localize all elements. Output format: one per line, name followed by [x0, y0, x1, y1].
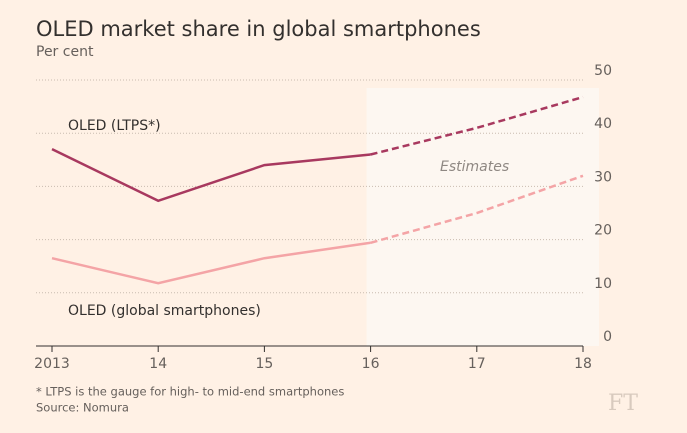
y-tick-label: 40 — [594, 116, 612, 132]
line-estimate — [370, 174, 584, 244]
source: Source: Nomura — [36, 401, 129, 415]
y-tick-label: 0 — [603, 329, 612, 345]
chart-subtitle: Per cent — [36, 44, 94, 60]
chart-title: OLED market share in global smartphones — [36, 17, 481, 41]
x-tick-label: 18 — [574, 356, 592, 372]
x-tick-label: 15 — [255, 356, 273, 372]
x-tick-label: 16 — [362, 356, 380, 372]
line-actual — [51, 241, 371, 285]
series-label: OLED (LTPS*) — [68, 118, 161, 134]
y-tick-label: 10 — [594, 276, 612, 292]
line-estimate — [370, 95, 584, 156]
y-tick-label: 30 — [594, 169, 612, 185]
estimate-region — [366, 88, 599, 346]
x-tick-label: 14 — [149, 356, 167, 372]
series-label: OLED (global smartphones) — [68, 303, 261, 319]
logo: FT — [608, 391, 638, 416]
footnote: * LTPS is the gauge for high- to mid-end… — [36, 385, 344, 399]
y-tick-label: 20 — [594, 223, 612, 239]
y-tick-label: 50 — [594, 63, 612, 79]
x-tick-label: 2013 — [34, 356, 70, 372]
line-actual — [51, 148, 371, 203]
x-tick-label: 17 — [468, 356, 486, 372]
annotation: Estimates — [440, 159, 509, 175]
